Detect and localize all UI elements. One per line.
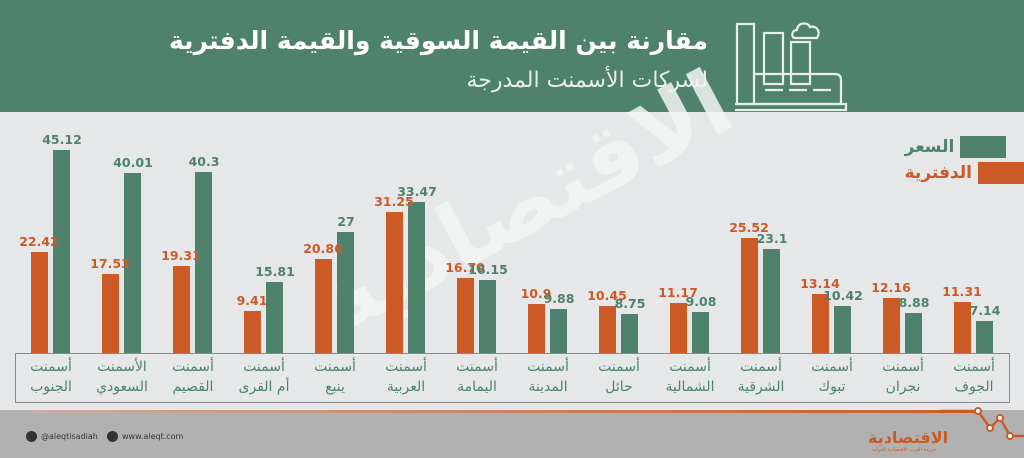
bar-price bbox=[195, 171, 212, 353]
legend-label-book: الدفترية bbox=[904, 163, 972, 183]
globe-icon bbox=[107, 431, 118, 442]
bar-price bbox=[408, 202, 425, 353]
brand-logo-subtitle: جريدة العرب الاقتصادية الدولية bbox=[872, 447, 937, 453]
value-label-price: 8.88 bbox=[898, 295, 930, 311]
legend-item-book: الدفترية bbox=[905, 160, 1024, 186]
value-label-price: 9.08 bbox=[685, 294, 717, 310]
category-label: أسمنت أم القرى bbox=[238, 359, 290, 395]
value-label-price: 16.15 bbox=[468, 262, 508, 278]
twitter-handle[interactable]: @aleqtisadiah bbox=[26, 431, 98, 442]
value-label-book: 20.86 bbox=[303, 241, 343, 257]
value-label-price: 10.42 bbox=[823, 288, 863, 304]
value-label-book: 31.25 bbox=[374, 194, 414, 210]
value-label-book: 9.41 bbox=[236, 292, 268, 308]
category-label: أسمنت الشمالية bbox=[665, 359, 715, 395]
category-label-box bbox=[15, 353, 1010, 403]
category-label: أسمنت تبوك bbox=[811, 359, 853, 395]
value-label-price: 15.81 bbox=[255, 263, 295, 279]
bar-book-value bbox=[883, 298, 900, 353]
category-label: أسمنت ينبع bbox=[314, 359, 356, 395]
legend-label-price: السعر bbox=[904, 137, 955, 157]
bar-book-value bbox=[315, 259, 332, 353]
website-link[interactable]: www.aleqt.com bbox=[107, 431, 183, 442]
twitter-text: @aleqtisadiah bbox=[41, 432, 98, 441]
category-label: الأسمنت السعودي bbox=[96, 359, 148, 395]
category-label: أسمنت العربية bbox=[385, 359, 427, 395]
chart-subtitle: لشركات الأسمنت المدرجة bbox=[466, 68, 709, 93]
brand-logo: الاقتصادية bbox=[868, 428, 949, 447]
value-label-book: 13.14 bbox=[800, 275, 840, 291]
value-label-price: 27 bbox=[337, 213, 355, 229]
bar-book-value bbox=[31, 252, 48, 353]
bar-book-value bbox=[528, 303, 545, 353]
bar-book-value bbox=[102, 274, 119, 353]
bar-book-value bbox=[244, 310, 261, 353]
bar-price bbox=[337, 231, 354, 353]
value-label-price: 40.3 bbox=[188, 153, 220, 169]
bar-book-value bbox=[670, 302, 687, 353]
bar-price bbox=[834, 306, 851, 353]
factory-icon bbox=[735, 22, 848, 112]
value-label-price: 9.88 bbox=[543, 290, 575, 306]
value-label-book: 10.9 bbox=[520, 285, 552, 301]
trend-line-icon bbox=[940, 407, 1024, 440]
value-label-price: 33.47 bbox=[397, 184, 437, 200]
chart-area bbox=[0, 112, 1024, 410]
legend-swatch-price bbox=[960, 136, 1007, 158]
bar-book-value bbox=[599, 305, 616, 353]
value-label-price: 7.14 bbox=[969, 302, 1001, 318]
bar-book-value bbox=[173, 266, 190, 353]
twitter-icon bbox=[26, 431, 37, 442]
bar-price bbox=[976, 320, 993, 353]
bar-book-value bbox=[954, 302, 971, 353]
footer-accent-line bbox=[30, 410, 975, 413]
category-label: أسمنت نجران bbox=[882, 359, 924, 395]
value-label-book: 10.45 bbox=[587, 287, 627, 303]
bar-price bbox=[266, 281, 283, 353]
bar-price bbox=[621, 313, 638, 353]
chart-title: مقارنة بين القيمة السوقية والقيمة الدفتر… bbox=[169, 26, 708, 55]
value-label-price: 23.1 bbox=[756, 231, 788, 247]
bar-book-value bbox=[386, 212, 403, 353]
value-label-book: 19.31 bbox=[161, 248, 201, 264]
value-label-price: 40.01 bbox=[113, 154, 153, 170]
category-label: أسمنت الجنوب bbox=[30, 359, 72, 395]
category-label: أسمنت الجوف bbox=[953, 359, 995, 395]
bar-book-value bbox=[812, 293, 829, 353]
value-label-book: 11.17 bbox=[658, 284, 698, 300]
bar-book-value bbox=[741, 238, 758, 353]
bar-book-value bbox=[457, 277, 474, 353]
category-label: أسمنت اليمامة bbox=[456, 359, 498, 395]
legend-item-price: السعر bbox=[905, 134, 1024, 160]
value-label-book: 12.16 bbox=[871, 280, 911, 296]
legend-swatch-book bbox=[978, 162, 1024, 184]
bar-price bbox=[53, 149, 70, 353]
value-label-book: 11.31 bbox=[942, 284, 982, 300]
category-label: أسمنت حائل bbox=[598, 359, 640, 395]
bar-price bbox=[550, 308, 567, 353]
chart-legend: السعر الدفترية bbox=[905, 134, 1024, 186]
bar-price bbox=[479, 280, 496, 353]
category-label: أسمنت القصيم bbox=[172, 359, 214, 395]
bar-price bbox=[763, 249, 780, 353]
value-label-price: 8.75 bbox=[614, 295, 646, 311]
website-text: www.aleqt.com bbox=[122, 432, 184, 441]
value-label-book: 17.53 bbox=[90, 256, 130, 272]
value-label-book: 22.42 bbox=[19, 234, 59, 250]
category-label: أسمنت المدينة bbox=[527, 359, 569, 395]
bar-price bbox=[692, 312, 709, 353]
category-label: أسمنت الشرقية bbox=[737, 359, 785, 395]
value-label-book: 16.70 bbox=[445, 259, 485, 275]
value-label-price: 45.12 bbox=[42, 131, 82, 147]
value-label-book: 25.52 bbox=[729, 220, 769, 236]
header-banner: مقارنة بين القيمة السوقية والقيمة الدفتر… bbox=[0, 0, 1024, 112]
footer bbox=[0, 410, 1024, 458]
bar-price bbox=[124, 172, 141, 353]
bar-price bbox=[905, 313, 922, 353]
